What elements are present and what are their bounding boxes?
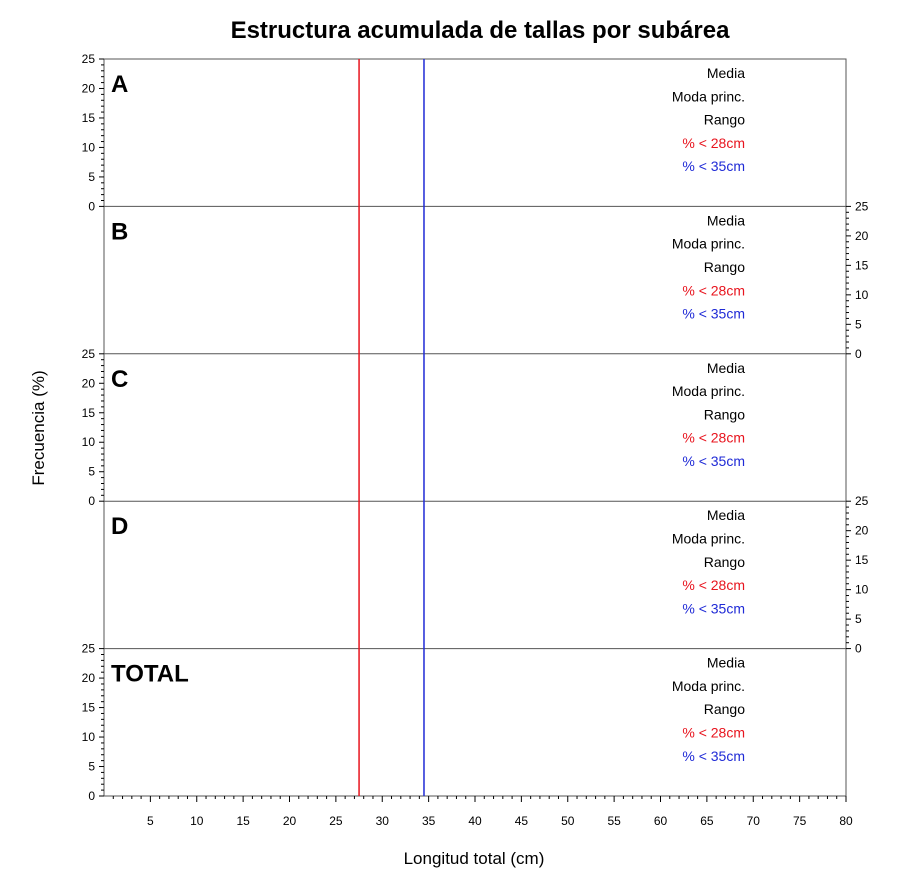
x-tick-label: 20 — [283, 814, 297, 828]
y-tick-label: 20 — [82, 671, 96, 685]
panel-label: D — [111, 513, 128, 540]
y-tick-label: 20 — [855, 524, 869, 538]
y-tick-label: 25 — [82, 52, 96, 66]
y-tick-label: 10 — [82, 730, 96, 744]
y-tick-label: 15 — [82, 406, 96, 420]
y-tick-label: 15 — [82, 111, 96, 125]
stat-label: Rango — [704, 259, 745, 275]
x-tick-label: 70 — [747, 814, 761, 828]
stat-label: Moda princ. — [672, 383, 745, 399]
stat-label: % < 35cm — [682, 453, 745, 469]
x-tick-label: 5 — [147, 814, 154, 828]
stat-label: % < 28cm — [682, 725, 745, 741]
x-tick-label: 30 — [376, 814, 390, 828]
x-tick-label: 35 — [422, 814, 436, 828]
y-tick-label: 25 — [82, 347, 96, 361]
y-tick-label: 20 — [855, 229, 869, 243]
y-tick-label: 15 — [855, 258, 869, 272]
stat-label: % < 35cm — [682, 600, 745, 616]
plot-area: 0 5 10 15 20 25 A Media Moda princ. Rango % < 28cm… — [82, 52, 869, 828]
panel-a: 0 5 10 15 20 25 A Media Moda princ. Rango % < 28cm… — [82, 52, 746, 213]
y-tick-label: 0 — [88, 789, 95, 803]
x-tick-label: 65 — [700, 814, 714, 828]
x-tick-label: 75 — [793, 814, 807, 828]
y-tick-label: 20 — [82, 81, 96, 95]
panel-c: 0 5 10 15 20 25 C Media Moda princ. Rango % < 28cm… — [82, 347, 846, 508]
y-tick-label: 25 — [82, 642, 96, 656]
stat-label: Rango — [704, 701, 745, 717]
y-tick-label: 10 — [855, 583, 869, 597]
panel-d: 0 5 10 15 20 25 D Media Moda princ. Rango % < 28cm… — [104, 494, 869, 656]
stat-label: % < 35cm — [682, 306, 745, 322]
stat-label: Rango — [704, 406, 745, 422]
panel-label: B — [111, 218, 128, 245]
stat-label: Moda princ. — [672, 236, 745, 252]
stat-label: Media — [707, 360, 745, 376]
y-tick-label: 0 — [855, 347, 862, 361]
y-tick-label: 15 — [855, 553, 869, 567]
stat-label: % < 35cm — [682, 748, 745, 764]
y-tick-label: 25 — [855, 494, 869, 508]
y-tick-label: 10 — [82, 435, 96, 449]
y-tick-label: 0 — [88, 494, 95, 508]
stat-label: % < 35cm — [682, 158, 745, 174]
stat-label: Rango — [704, 112, 745, 128]
y-tick-label: 25 — [855, 199, 869, 213]
panel-label: TOTAL — [111, 661, 189, 688]
stat-label: % < 28cm — [682, 282, 745, 298]
y-axis-title: Frecuencia (%) — [29, 370, 48, 485]
panel-total: 0 5 10 15 20 25 TOTAL Media Moda princ. Rango % < … — [82, 642, 846, 803]
stat-label: % < 28cm — [682, 135, 745, 151]
stat-label: Moda princ. — [672, 531, 745, 547]
stat-label: Media — [707, 212, 745, 228]
y-tick-label: 15 — [82, 701, 96, 715]
panel-b: 0 5 10 15 20 25 B Media Moda princ. Rango % < 28cm… — [104, 199, 869, 361]
stat-label: Moda princ. — [672, 88, 745, 104]
x-tick-label: 40 — [468, 814, 482, 828]
y-tick-label: 20 — [82, 376, 96, 390]
x-tick-label: 25 — [329, 814, 343, 828]
y-tick-label: 5 — [855, 317, 862, 331]
panel-label: A — [111, 71, 128, 98]
stat-label: Media — [707, 65, 745, 81]
x-tick-label: 50 — [561, 814, 575, 828]
x-tick-label: 45 — [515, 814, 529, 828]
stat-label: Rango — [704, 554, 745, 570]
stat-label: Media — [707, 507, 745, 523]
y-tick-label: 5 — [88, 465, 95, 479]
x-tick-label: 55 — [607, 814, 621, 828]
panel-label: C — [111, 366, 128, 393]
stat-label: % < 28cm — [682, 430, 745, 446]
y-tick-label: 5 — [88, 170, 95, 184]
y-tick-label: 0 — [88, 199, 95, 213]
stat-label: Media — [707, 655, 745, 671]
chart-title: Estructura acumulada de tallas por subár… — [231, 17, 730, 44]
stat-label: Moda princ. — [672, 678, 745, 694]
y-tick-label: 10 — [855, 288, 869, 302]
y-tick-label: 5 — [855, 612, 862, 626]
x-tick-label: 80 — [839, 814, 853, 828]
x-tick-label: 10 — [190, 814, 204, 828]
x-tick-label: 15 — [236, 814, 250, 828]
y-tick-label: 10 — [82, 140, 96, 154]
x-axis-title: Longitud total (cm) — [404, 849, 545, 868]
y-tick-label: 0 — [855, 642, 862, 656]
x-tick-label: 60 — [654, 814, 668, 828]
stat-label: % < 28cm — [682, 577, 745, 593]
y-tick-label: 5 — [88, 760, 95, 774]
